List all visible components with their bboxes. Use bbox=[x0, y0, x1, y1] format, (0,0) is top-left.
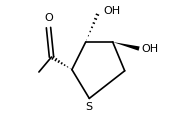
Text: OH: OH bbox=[141, 44, 159, 54]
Text: OH: OH bbox=[103, 6, 120, 16]
Text: O: O bbox=[44, 13, 53, 23]
Polygon shape bbox=[113, 42, 140, 51]
Text: S: S bbox=[86, 102, 93, 112]
